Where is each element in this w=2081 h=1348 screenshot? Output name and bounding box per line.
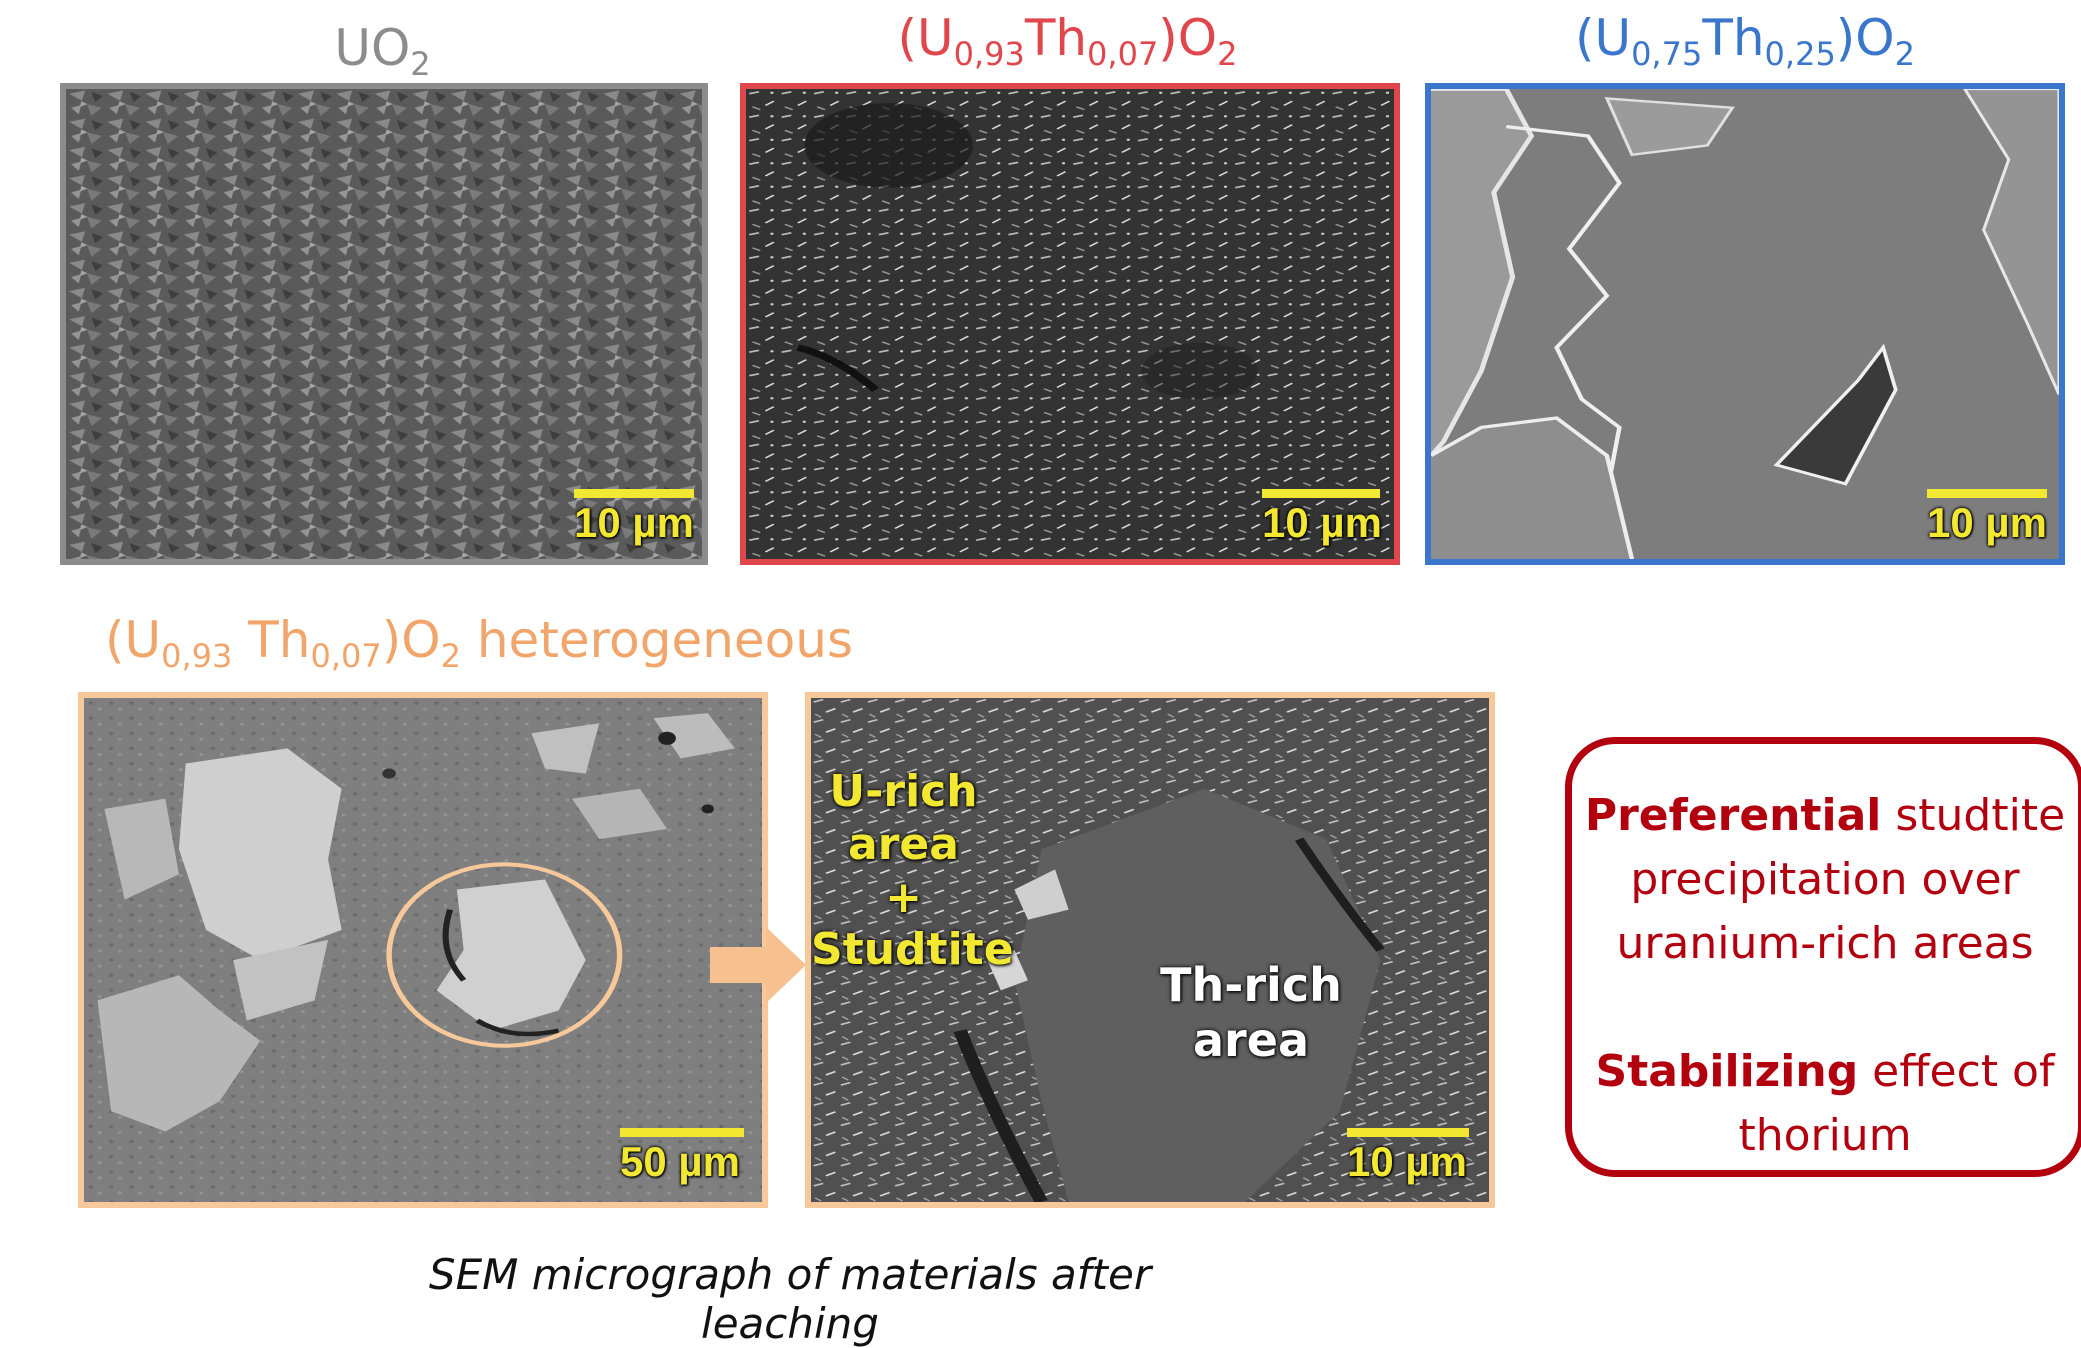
sem-texture-uo2 xyxy=(66,89,702,559)
scale-bar xyxy=(1262,489,1380,498)
scale-bar xyxy=(1347,1128,1469,1137)
scale-bar xyxy=(1927,489,2047,498)
panel-title-u093: (U0,93Th0,07)O2 xyxy=(897,9,1238,73)
callout-line-1: Preferential studtite xyxy=(1584,790,2066,841)
scale-label: 10 µm xyxy=(1927,499,2047,546)
scale-label: 10 µm xyxy=(1347,1138,1467,1185)
u-rich-label: U-rich area + Studtite xyxy=(811,766,1014,976)
figure-caption: SEM micrograph of materials after leachi… xyxy=(428,1250,1152,1348)
sem-texture-zoom xyxy=(811,698,1489,1202)
callout-line-2: precipitation over xyxy=(1630,854,2020,905)
scale-bar xyxy=(574,489,694,498)
scale-bar xyxy=(620,1128,744,1137)
callout-line-3: uranium-rich areas xyxy=(1616,918,2034,969)
panel-title-uo2: UO2 xyxy=(334,19,431,83)
sem-image-heterogeneous-zoom: U-rich area + Studtite Th-rich area 10 µ… xyxy=(805,692,1495,1208)
sem-texture-u075 xyxy=(1431,89,2059,559)
right-arrow-icon xyxy=(710,927,806,1003)
callout-line-5: thorium xyxy=(1738,1110,1912,1161)
heterogeneous-title: (U0,93 Th0,07)O2 heterogeneous xyxy=(105,611,854,675)
sem-texture-u093 xyxy=(746,89,1394,559)
scale-label: 50 µm xyxy=(620,1138,740,1185)
conclusion-callout: Preferential studtite precipitation over… xyxy=(1565,737,2081,1177)
callout-line-4: Stabilizing effect of xyxy=(1595,1046,2055,1097)
panel-title-u075: (U0,75Th0,25)O2 xyxy=(1574,9,1916,73)
scale-label: 10 µm xyxy=(574,499,694,546)
sem-image-heterogeneous-overview: 50 µm xyxy=(78,692,768,1208)
sem-image-uo2: 10 µm xyxy=(60,83,708,565)
sem-texture-overview xyxy=(84,698,762,1202)
sem-image-u093: 10 µm xyxy=(740,83,1400,565)
th-rich-label: Th-rich area xyxy=(1160,958,1342,1068)
scale-label: 10 µm xyxy=(1262,499,1382,546)
sem-image-u075: 10 µm xyxy=(1425,83,2065,565)
